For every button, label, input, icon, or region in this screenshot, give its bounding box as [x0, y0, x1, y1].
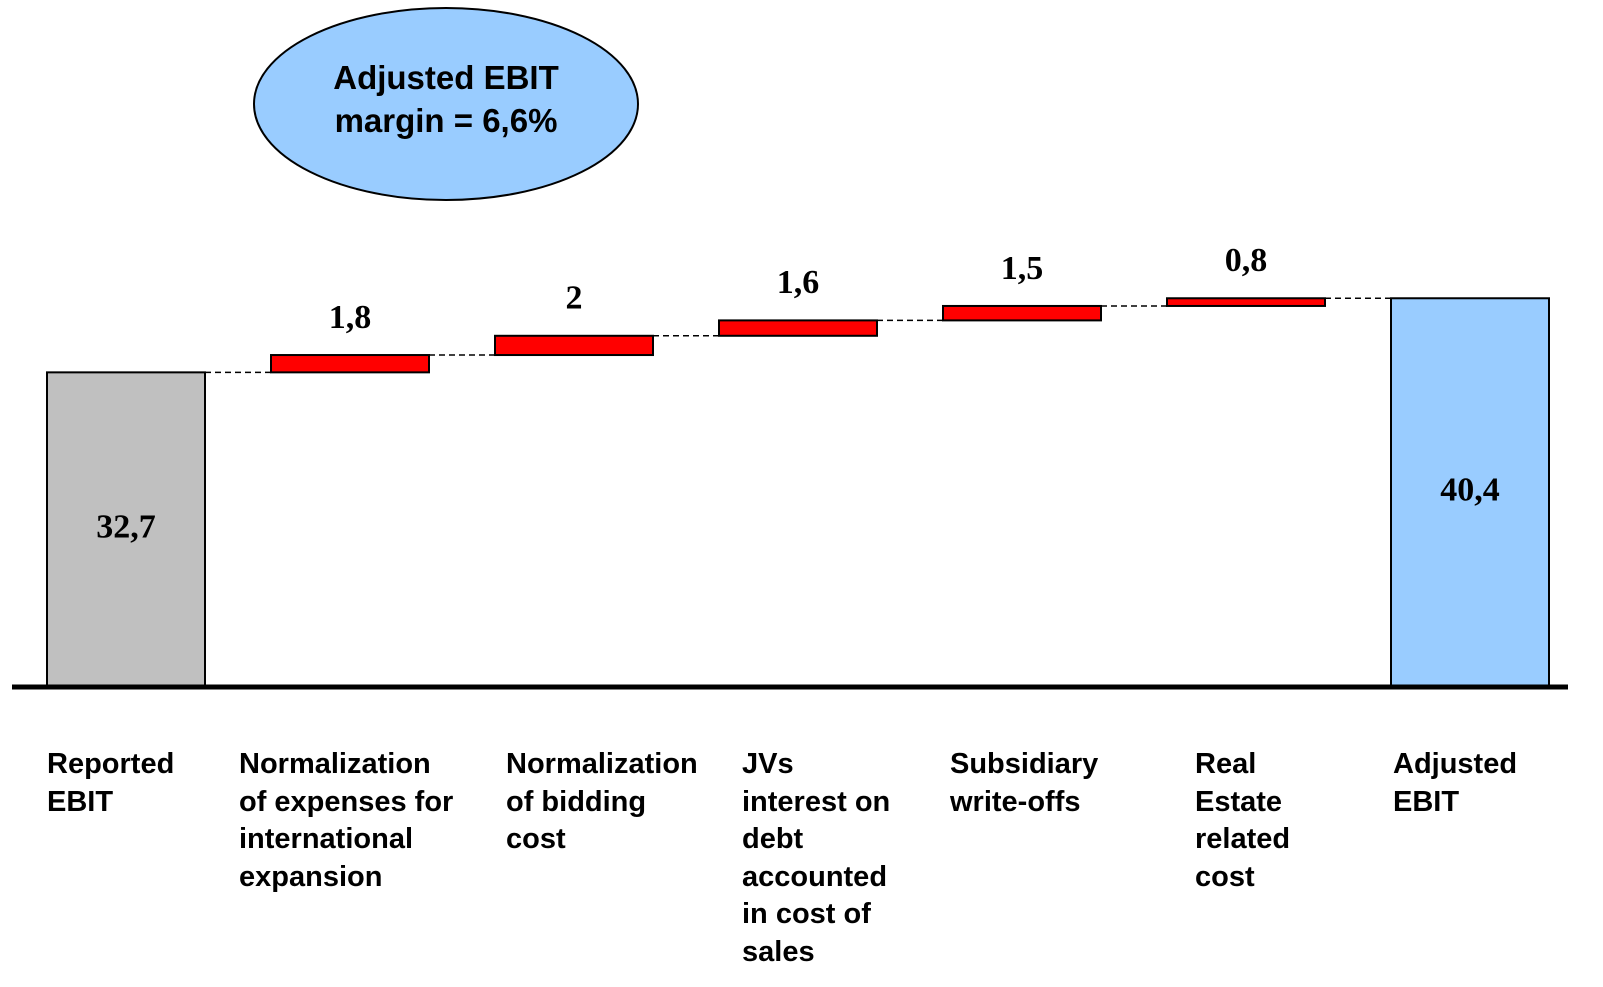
category-label: JVs interest on debt accounted in cost o… [742, 748, 891, 968]
value-label: 2 [566, 280, 583, 317]
annotation-ellipse [253, 7, 639, 201]
annotation: Adjusted EBIT margin = 6,6% [333, 59, 559, 139]
bar [942, 304, 1102, 322]
value-label: 1,8 [329, 299, 372, 336]
value-label: 40,4 [1440, 471, 1500, 508]
category-label: Subsidiary write-offs [950, 748, 1099, 818]
value-label: 1,6 [777, 264, 820, 301]
value-label: 1,5 [1001, 250, 1044, 287]
bar [1390, 297, 1550, 688]
value-label: 0,8 [1225, 242, 1268, 279]
bar [494, 334, 654, 357]
category-label: Real Estate related cost [1195, 748, 1291, 893]
category-label: Reported EBIT [47, 748, 175, 818]
category-label: Adjusted EBIT [1393, 748, 1518, 818]
bar [270, 354, 430, 374]
bar [1166, 297, 1326, 307]
category-label: Normalization of expenses for internatio… [239, 748, 454, 893]
bar [718, 319, 878, 337]
value-label: 32,7 [96, 508, 156, 545]
bar [46, 371, 206, 688]
category-label: Normalization of bidding cost [506, 748, 698, 855]
